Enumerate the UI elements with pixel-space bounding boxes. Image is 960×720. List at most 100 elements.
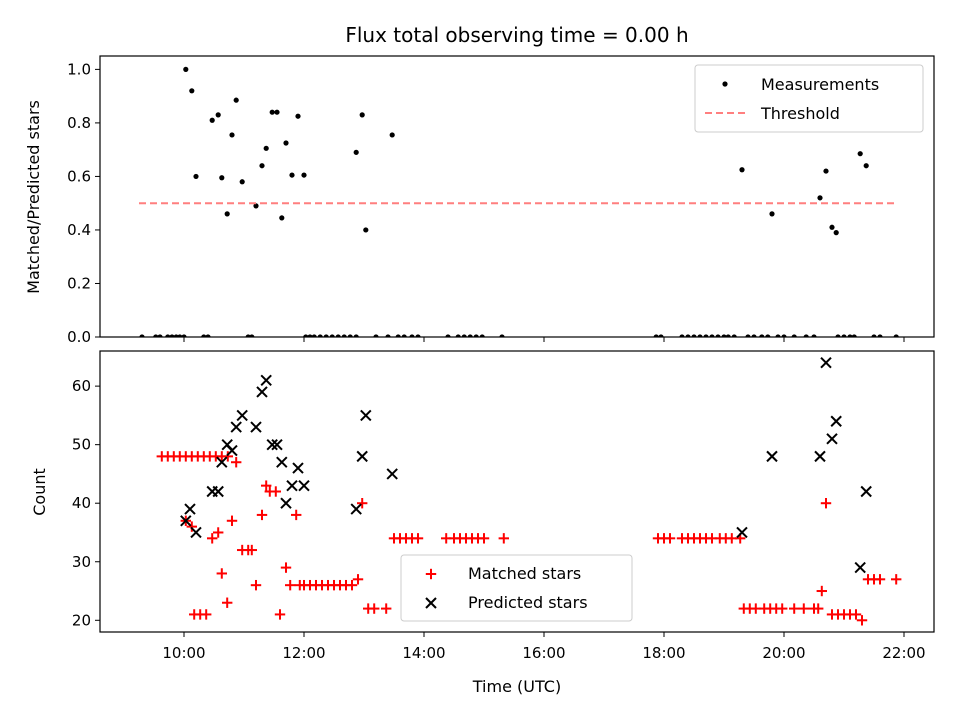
marker-stroke [425, 597, 437, 609]
top-y-axis-label: Matched/Predicted stars [24, 100, 43, 294]
measurement-point [415, 334, 421, 337]
legend-label-predicted: Predicted stars [468, 593, 588, 612]
matched-star-point [425, 568, 437, 580]
predicted-star-point [830, 415, 842, 427]
marker-stroke [250, 421, 262, 433]
marker-stroke [286, 479, 298, 492]
measurement-point [871, 334, 877, 337]
y-tick-label: 50 [72, 436, 91, 454]
marker-stroke [271, 438, 283, 451]
marker-stroke [766, 450, 778, 463]
y-tick-label: 60 [72, 377, 91, 395]
top-plot-area [139, 66, 899, 337]
measurement-point [295, 113, 301, 119]
marker-stroke [350, 503, 362, 515]
measurement-point [157, 334, 163, 337]
predicted-star-point [271, 438, 283, 451]
measurement-point [301, 172, 307, 178]
measurement-point [863, 163, 869, 169]
measurement-point [307, 334, 313, 337]
measurement-point [697, 334, 703, 337]
legend-label-matched: Matched stars [468, 564, 581, 583]
legend-label-measurements: Measurements [761, 75, 879, 94]
measurement-point [279, 215, 285, 221]
measurement-point [725, 334, 731, 337]
measurement-point [467, 334, 473, 337]
matched-star-point [798, 603, 809, 614]
measurement-point [239, 179, 245, 185]
measurement-point [183, 66, 189, 72]
x-axis-label: Time (UTC) [472, 677, 561, 696]
measurement-point [499, 334, 505, 337]
predicted-star-point [814, 450, 826, 463]
measurement-point [833, 230, 839, 236]
predicted-star-point [286, 479, 298, 492]
marker-stroke [221, 438, 233, 451]
x-tick-label: 14:00 [402, 644, 445, 662]
x-tick-label: 18:00 [642, 644, 685, 662]
matched-star-point [201, 609, 212, 620]
x-tick-label: 12:00 [282, 644, 325, 662]
predicted-star-point [736, 526, 748, 539]
measurement-point [224, 211, 230, 217]
measurement-point [479, 334, 485, 337]
marker-stroke [820, 357, 832, 369]
predicted-star-point [180, 515, 192, 527]
measurement-point [209, 117, 215, 123]
measurement-point [193, 173, 199, 180]
measurement-point [259, 163, 265, 169]
measurement-point [709, 334, 715, 337]
marker-stroke [276, 456, 288, 468]
matched-star-point [789, 603, 800, 614]
measurement-point [215, 112, 221, 118]
measurement-point [409, 334, 415, 337]
measurement-point [389, 132, 395, 138]
predicted-star-point [226, 444, 238, 457]
predicted-star-point [216, 456, 228, 468]
measurement-point [455, 334, 461, 337]
measurement-point [721, 334, 727, 337]
measurement-point [303, 334, 309, 337]
measurement-point [877, 334, 883, 337]
measurement-point [385, 334, 391, 337]
measurement-point [823, 168, 829, 174]
measurement-point [353, 334, 359, 337]
predicted-star-point [212, 485, 224, 498]
measurement-point [679, 334, 685, 337]
measurement-point [189, 88, 195, 94]
measurement-point [153, 334, 159, 337]
measurement-point [395, 334, 401, 337]
matched-star-point [291, 509, 302, 521]
marker-stroke [280, 497, 292, 509]
measurement-point [263, 145, 269, 151]
measurement-point [201, 334, 207, 337]
marker-stroke [212, 485, 224, 498]
measurement-point [715, 334, 721, 337]
marker-stroke [256, 386, 268, 398]
measurement-point [461, 334, 467, 337]
measurement-point [311, 334, 317, 337]
marker-stroke [814, 450, 826, 463]
x-tick-label: 10:00 [162, 644, 205, 662]
measurement-point [829, 224, 835, 230]
marker-stroke [226, 444, 238, 457]
predicted-star-point [820, 357, 832, 369]
matched-star-point [891, 574, 902, 585]
predicted-star-point [292, 462, 304, 474]
marker-stroke [826, 433, 838, 445]
matched-star-point [280, 562, 292, 573]
measurement-point [893, 334, 899, 337]
predicted-star-point [386, 468, 398, 480]
marker-stroke [260, 374, 272, 386]
predicted-star-point [184, 503, 196, 515]
matched-star-point [270, 486, 281, 497]
measurement-point [139, 334, 145, 337]
measurement-point [169, 334, 175, 337]
matched-star-point [874, 574, 886, 585]
matched-star-point [250, 579, 262, 591]
matched-star-point [352, 574, 364, 585]
measurement-point [473, 334, 479, 337]
matched-star-point [820, 498, 832, 509]
y-tick-label: 0.6 [67, 167, 91, 185]
matched-star-point [498, 533, 509, 544]
